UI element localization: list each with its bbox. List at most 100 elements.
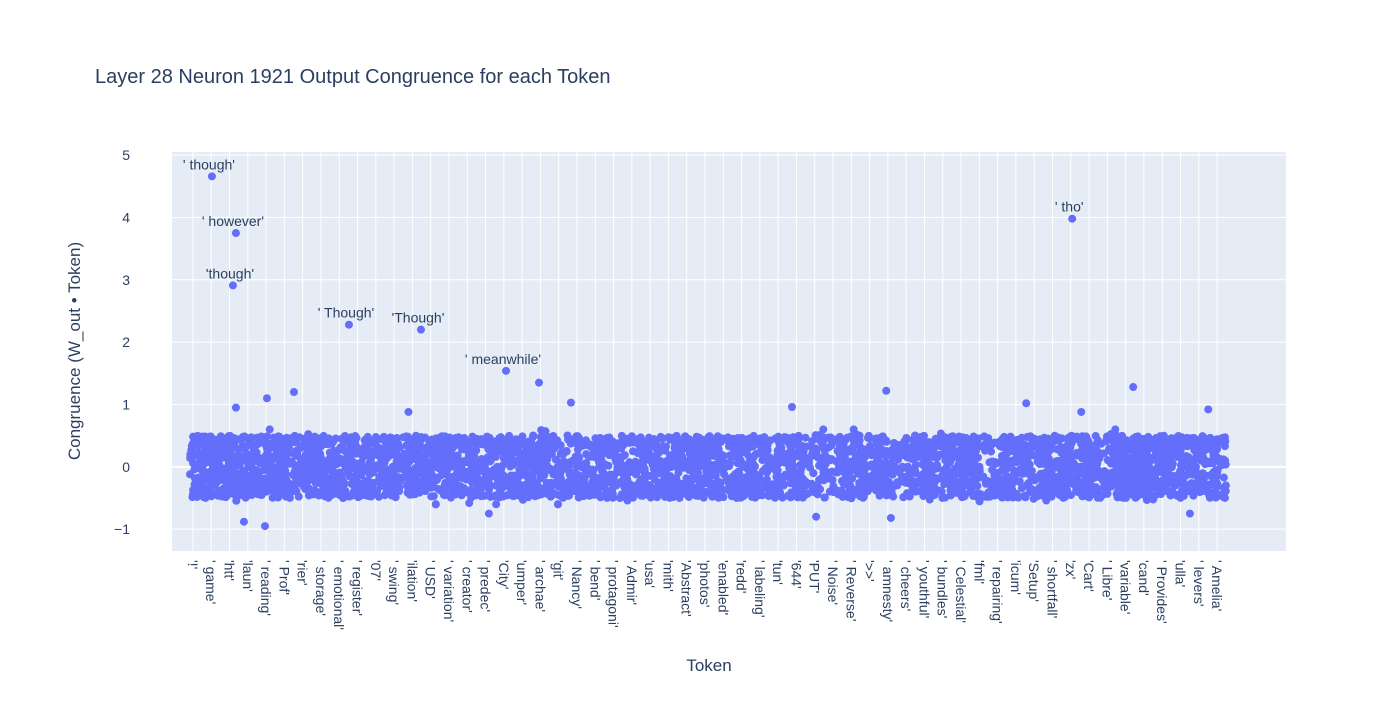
x-tick-label: 'Setup': [1026, 560, 1042, 602]
data-point: [345, 454, 354, 463]
data-point: [374, 451, 383, 460]
data-point: [863, 487, 872, 496]
data-point: [292, 480, 301, 489]
data-point: [769, 458, 778, 467]
data-point: [900, 472, 909, 481]
data-point: [1207, 436, 1216, 445]
data-point: [1064, 477, 1073, 486]
data-point: [724, 486, 733, 495]
x-tick-label: ' register': [350, 560, 366, 616]
data-point: [1191, 486, 1200, 495]
data-point: [574, 493, 583, 502]
data-point: [724, 437, 733, 446]
x-tick-label: ' game': [203, 560, 219, 604]
data-point: [395, 443, 404, 452]
x-tick-label: 'redd': [734, 560, 750, 593]
x-tick-label: 'ulla': [1172, 560, 1188, 587]
data-point: [241, 442, 250, 451]
data-point: [473, 482, 482, 491]
data-point: [511, 485, 520, 494]
data-point: [1199, 486, 1208, 495]
data-point: [820, 493, 829, 502]
data-point: [1213, 444, 1222, 453]
data-point: [750, 469, 759, 478]
data-point: [442, 459, 451, 468]
data-point: [730, 452, 739, 461]
data-point: [342, 464, 351, 473]
data-point: [973, 481, 982, 490]
data-point: [1209, 467, 1218, 476]
data-point: [786, 479, 795, 488]
data-point: [808, 437, 817, 446]
x-tick-label: ' labeling': [752, 560, 768, 618]
data-point: [457, 463, 466, 472]
data-point: [962, 434, 971, 443]
data-point: [1107, 446, 1116, 455]
data-point: [725, 462, 734, 471]
data-point: [404, 442, 413, 451]
x-tick-label: ' Celestial': [953, 560, 969, 623]
data-point: [439, 432, 448, 441]
data-point: [906, 465, 915, 474]
data-point: [1176, 467, 1185, 476]
data-point: [294, 492, 303, 501]
data-point: [612, 440, 621, 449]
x-tick-label: 'tun': [770, 560, 786, 585]
data-point: [1061, 492, 1070, 501]
data-point: [957, 460, 966, 469]
data-point: [852, 464, 861, 473]
data-point: [500, 445, 509, 454]
x-tick-label: ' reading': [258, 560, 274, 616]
y-tick-label: −1: [114, 521, 130, 537]
data-point: [405, 458, 414, 467]
x-tick-label: 'zx': [1063, 560, 1079, 579]
data-point: [237, 436, 246, 445]
data-point: [618, 452, 627, 461]
data-point: [455, 471, 464, 480]
x-tick-label: ' youthful': [916, 560, 932, 618]
x-tick-label: '07': [368, 560, 384, 581]
data-point: [324, 434, 333, 443]
x-tick-label: ' levers': [1191, 560, 1207, 607]
data-point: [519, 483, 528, 492]
data-point: [625, 438, 634, 447]
data-point: [895, 468, 904, 477]
data-point: [925, 459, 934, 468]
data-point: [983, 476, 992, 485]
data-point: [1155, 484, 1164, 493]
data-point: [616, 478, 625, 487]
x-tick-label: 'htt': [222, 560, 238, 581]
x-tick-label: ' cheers': [898, 560, 914, 611]
data-point: [307, 452, 316, 461]
data-point: [622, 461, 631, 470]
data-point: [337, 471, 346, 480]
data-point: [785, 448, 794, 457]
data-point: [1082, 473, 1091, 482]
data-point: [277, 487, 286, 496]
data-point: [473, 467, 482, 476]
data-point: [548, 491, 557, 500]
data-points: [186, 172, 1230, 531]
data-point: [348, 437, 357, 446]
data-point: [1067, 454, 1076, 463]
data-point: [1175, 438, 1184, 447]
data-point: [391, 493, 400, 502]
data-point: [904, 446, 913, 455]
x-tick-label: ' storage': [313, 560, 329, 616]
data-point: [588, 465, 597, 474]
data-point: [1194, 447, 1203, 456]
data-point: [710, 486, 719, 495]
data-point: [899, 493, 908, 502]
data-point: [222, 470, 231, 479]
x-axis-title: Token: [686, 656, 732, 675]
data-point: [1016, 465, 1025, 474]
x-tick-label: ' Provides': [1154, 560, 1170, 624]
data-point: [332, 478, 341, 487]
data-point: [429, 492, 438, 501]
data-point: [365, 492, 374, 501]
x-tick-label: 'variable': [1118, 560, 1134, 614]
data-point: [1120, 446, 1129, 455]
data-point: [600, 490, 609, 499]
y-tick-label: 3: [122, 272, 130, 288]
data-point: [1166, 491, 1175, 500]
